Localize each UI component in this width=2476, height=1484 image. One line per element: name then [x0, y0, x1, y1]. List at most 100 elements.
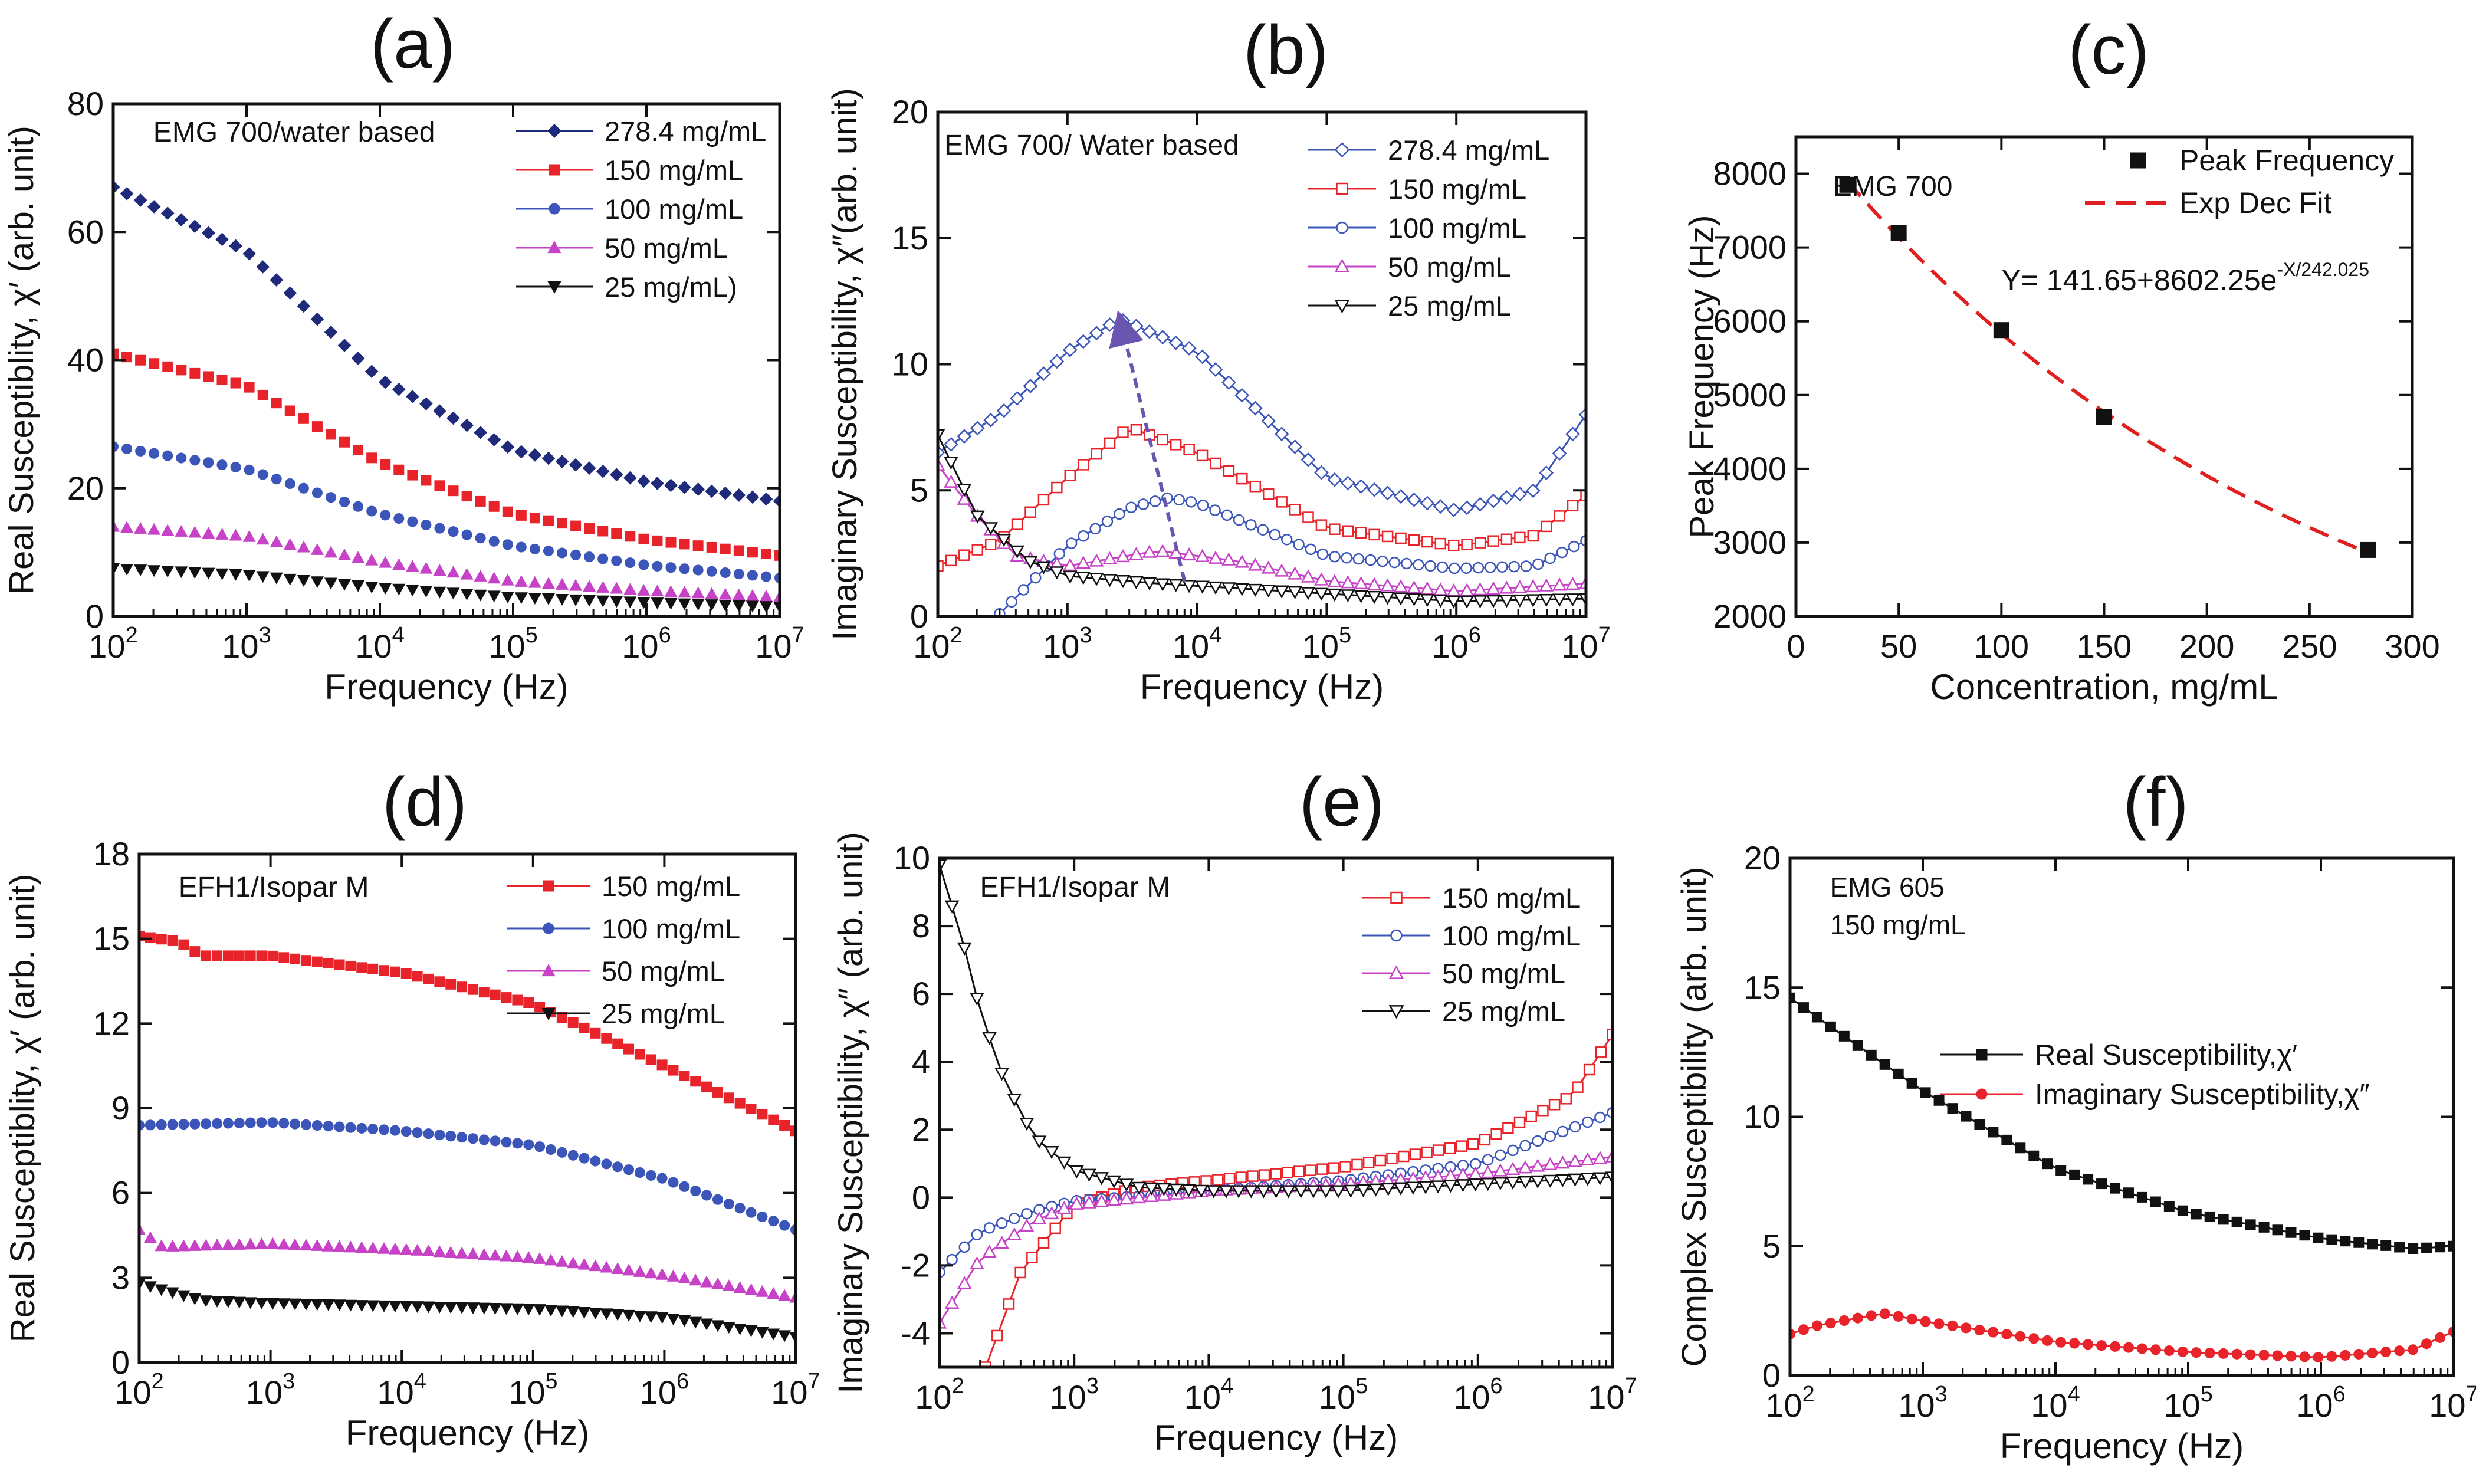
data-point	[1301, 569, 1316, 583]
data-point	[1010, 390, 1024, 406]
data-point	[760, 571, 771, 582]
data-point	[139, 1223, 146, 1235]
data-point	[2096, 409, 2112, 425]
data-point	[1486, 493, 1501, 508]
data-point	[421, 520, 432, 531]
data-point	[2163, 1345, 2175, 1357]
data-point	[544, 1305, 558, 1317]
tick-base: 10	[2429, 1387, 2465, 1424]
data-point	[283, 573, 297, 586]
data-point	[1023, 556, 1038, 570]
series-1	[113, 180, 780, 508]
legend-marker	[547, 124, 561, 138]
data-point	[1578, 407, 1586, 422]
x-tick-label: 104	[377, 1369, 426, 1411]
data-point	[768, 1114, 779, 1125]
data-point	[622, 1263, 636, 1276]
x-tick-label: 103	[1043, 623, 1092, 665]
data-point	[601, 1158, 612, 1170]
data-point	[528, 448, 542, 462]
data-point	[388, 1242, 402, 1255]
tick-base: 10	[377, 1374, 413, 1411]
tick-base: 10	[1049, 1378, 1086, 1416]
data-point	[1988, 1127, 1999, 1138]
data-point	[1274, 563, 1289, 577]
data-point	[1505, 1176, 1521, 1190]
x-axis-label: Frequency (Hz)	[1140, 667, 1384, 707]
data-point	[940, 859, 947, 873]
data-point	[2326, 1234, 2337, 1245]
data-point	[1374, 1154, 1387, 1167]
data-point	[134, 522, 147, 534]
data-point	[1537, 1104, 1549, 1117]
data-point	[577, 1306, 591, 1319]
data-point	[1409, 1148, 1421, 1160]
legend-marker	[1336, 221, 1348, 234]
data-point	[1362, 1157, 1375, 1168]
data-point	[958, 549, 970, 561]
data-point	[1512, 580, 1528, 593]
data-point	[2408, 1344, 2419, 1355]
data-point	[589, 1308, 602, 1320]
data-point	[679, 539, 690, 550]
data-point	[555, 1305, 569, 1318]
series-line	[1790, 1312, 2454, 1358]
data-point	[656, 1173, 668, 1184]
data-point	[1293, 1165, 1305, 1177]
data-point	[1592, 1172, 1608, 1186]
data-point	[1281, 1185, 1296, 1199]
data-point	[1221, 375, 1236, 390]
data-point	[1036, 366, 1051, 382]
data-point	[1552, 593, 1567, 607]
y-axis-label: Peak Frequency (Hz)	[1683, 215, 1721, 539]
x-tick-label: 104	[2031, 1382, 2080, 1424]
data-point	[1473, 595, 1487, 609]
data-point	[2042, 1335, 2053, 1346]
data-point	[297, 299, 311, 313]
data-point	[1493, 1177, 1508, 1191]
data-point	[2096, 1340, 2107, 1351]
data-point	[2001, 1134, 2012, 1145]
data-point	[300, 1119, 311, 1130]
panel-title: (e)	[1299, 763, 1384, 841]
data-point	[2394, 1345, 2405, 1357]
data-point	[230, 462, 241, 473]
data-point	[1893, 1068, 1904, 1079]
data-point	[1484, 562, 1496, 573]
y-tick-label: 20	[67, 470, 104, 507]
y-tick-label: -4	[901, 1314, 930, 1351]
data-point	[612, 1161, 623, 1173]
data-point	[120, 186, 134, 201]
data-point	[298, 482, 309, 494]
data-point	[162, 450, 173, 461]
tick-exponent: 6	[677, 1369, 689, 1394]
data-point	[528, 593, 541, 605]
data-point	[1499, 490, 1514, 505]
data-point	[1947, 1320, 1958, 1331]
data-point	[1460, 562, 1472, 574]
data-point	[1181, 580, 1197, 593]
data-point	[690, 1076, 701, 1087]
data-point	[1168, 579, 1184, 593]
data-point	[189, 455, 201, 466]
tick-exponent: 4	[2068, 1382, 2080, 1407]
data-point	[718, 599, 732, 612]
annotation: EFH1/Isopar M	[179, 872, 369, 903]
data-point	[422, 1301, 435, 1314]
data-point	[1920, 1316, 1931, 1327]
data-point	[1301, 452, 1316, 467]
data-point	[1407, 492, 1421, 507]
data-point	[691, 482, 705, 496]
x-axis-label: Frequency (Hz)	[324, 667, 568, 707]
data-point	[789, 1332, 796, 1344]
data-point	[512, 1138, 523, 1149]
data-point	[176, 365, 187, 376]
tick-exponent: 3	[283, 1369, 295, 1394]
data-point	[1486, 581, 1501, 595]
data-point	[2380, 1347, 2392, 1358]
data-point	[256, 571, 270, 583]
data-point	[1473, 497, 1487, 512]
legend-label: Peak Frequency	[2179, 144, 2394, 177]
tick-base: 10	[1319, 1378, 1355, 1416]
tick-base: 10	[640, 1374, 677, 1411]
